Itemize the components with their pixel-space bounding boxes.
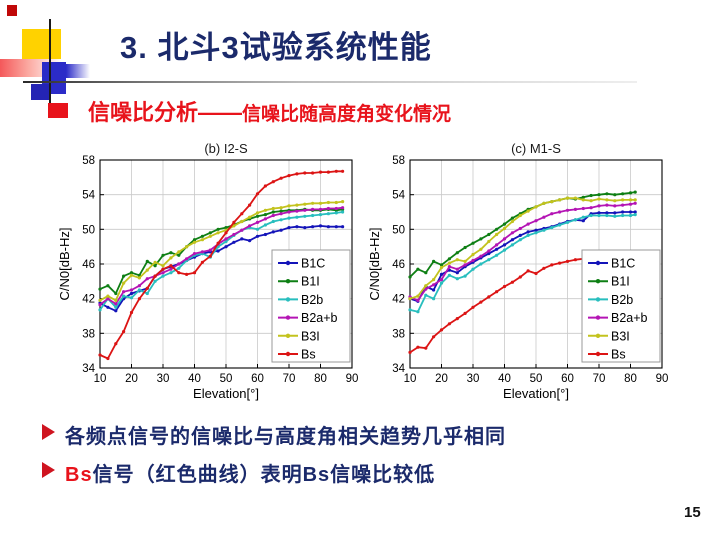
legend-label: B2a+b <box>301 311 338 325</box>
decor-blue-square-2 <box>31 84 50 100</box>
x-tick-label: 50 <box>220 373 233 385</box>
series-B2a+b <box>408 201 637 302</box>
decor-yellow-square <box>22 29 61 59</box>
legend-label: B1C <box>301 257 325 271</box>
series-B1C <box>408 210 637 303</box>
y-tick-label: 34 <box>82 363 95 375</box>
y-tick-label: 58 <box>82 155 95 167</box>
legend-label: B1I <box>301 275 320 289</box>
subtitle-main: 信噪比分析—— <box>88 100 243 125</box>
y-tick-label: 50 <box>392 224 405 236</box>
legend-label: B3I <box>611 329 630 343</box>
title-underline <box>23 81 637 83</box>
x-tick-label: 90 <box>656 373 669 385</box>
arrow-bullet-icon <box>42 424 55 440</box>
legend-label: B2b <box>611 293 633 307</box>
series-B2b <box>408 213 637 314</box>
y-tick-label: 46 <box>392 259 405 271</box>
bullet-1-text: 各频点信号的信噪比与高度角相关趋势几乎相同 <box>65 426 506 448</box>
bullet-item-1: 各频点信号的信噪比与高度角相关趋势几乎相同 <box>42 420 506 449</box>
page-number: 15 <box>684 504 701 521</box>
y-axis-label: C/N0[dB-Hz] <box>368 228 382 301</box>
x-tick-label: 30 <box>467 373 480 385</box>
series-B2a+b <box>98 206 345 307</box>
subtitle-bullet-square <box>48 103 68 118</box>
chart-svg: 10 20 30 40 50 60 70 80 90 34 38 42 46 50 54 58 (c) M1-S… <box>367 141 669 401</box>
bullet-2-rest: 信号（红色曲线）表明Bs信噪比较低 <box>92 464 436 486</box>
x-tick-label: 60 <box>251 373 264 385</box>
y-tick-label: 46 <box>82 259 95 271</box>
legend-label: B3I <box>301 329 320 343</box>
chart-b-i2s: 10 20 30 40 50 60 70 80 90 34 38 42 46 50 54 58 (b) I2-S… <box>57 140 370 405</box>
x-tick-label: 70 <box>593 373 606 385</box>
x-tick-label: 20 <box>125 373 138 385</box>
x-tick-label: 30 <box>157 373 170 385</box>
legend-label: B1C <box>611 257 635 271</box>
chart-title: (b) I2-S <box>204 141 248 156</box>
chart-title: (c) M1-S <box>511 141 561 156</box>
x-tick-label: 60 <box>561 373 574 385</box>
y-tick-label: 34 <box>392 363 405 375</box>
legend: B1C B1I B2b B2a+b B3I Bs <box>581 249 661 363</box>
x-tick-label: 10 <box>404 373 417 385</box>
y-tick-label: 38 <box>82 328 95 340</box>
bullet-2-prefix: Bs <box>65 464 93 486</box>
legend-label: Bs <box>611 348 626 362</box>
page-title: 3. 北斗3试验系统性能 <box>120 30 432 65</box>
decor-blue-gradient-bar <box>66 64 90 78</box>
y-tick-label: 42 <box>392 294 405 306</box>
x-tick-label: 40 <box>188 373 201 385</box>
chart-c-m1s: 10 20 30 40 50 60 70 80 90 34 38 42 46 50 54 58 (c) M1-S… <box>367 140 680 405</box>
legend-label: B1I <box>611 275 630 289</box>
y-tick-label: 38 <box>392 328 405 340</box>
x-axis-label: Elevation[°] <box>193 386 259 401</box>
bullet-2-text: Bs信号（红色曲线）表明Bs信噪比较低 <box>65 458 435 487</box>
subtitle: 信噪比分析——信噪比随高度角变化情况 <box>88 95 451 127</box>
arrow-bullet-icon <box>42 462 55 478</box>
y-tick-label: 42 <box>82 294 95 306</box>
decor-darkred-square <box>7 5 17 16</box>
x-axis-label: Elevation[°] <box>503 386 569 401</box>
legend-label: B2b <box>301 293 323 307</box>
x-tick-label: 70 <box>283 373 296 385</box>
x-tick-label: 80 <box>314 373 327 385</box>
y-tick-label: 54 <box>392 190 405 202</box>
x-tick-label: 20 <box>435 373 448 385</box>
y-tick-label: 50 <box>82 224 95 236</box>
series-B3I <box>98 200 345 302</box>
x-tick-label: 10 <box>94 373 107 385</box>
y-tick-label: 54 <box>82 190 95 202</box>
legend-label: Bs <box>301 348 316 362</box>
decor-vertical-line <box>49 19 51 104</box>
legend-label: B2a+b <box>611 311 648 325</box>
y-tick-label: 58 <box>392 155 405 167</box>
x-tick-label: 80 <box>624 373 637 385</box>
x-tick-label: 50 <box>530 373 543 385</box>
legend: B1C B1I B2b B2a+b B3I Bs <box>271 249 351 363</box>
subtitle-rest: 信噪比随高度角变化情况 <box>242 104 452 125</box>
x-tick-label: 90 <box>346 373 359 385</box>
series-Bs <box>98 169 345 361</box>
chart-svg: 10 20 30 40 50 60 70 80 90 34 38 42 46 50 54 58 (b) I2-S… <box>57 141 359 401</box>
x-tick-label: 40 <box>498 373 511 385</box>
y-axis-label: C/N0[dB-Hz] <box>58 228 72 301</box>
series-B3I <box>408 196 637 301</box>
bullet-item-2: Bs信号（红色曲线）表明Bs信噪比较低 <box>42 458 435 487</box>
